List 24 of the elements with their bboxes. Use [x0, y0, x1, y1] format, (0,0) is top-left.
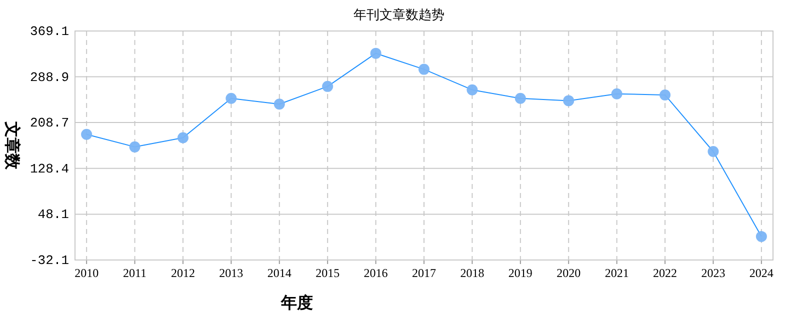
x-tick-label: 2019: [508, 266, 532, 280]
x-tick-label: 2016: [364, 266, 388, 280]
y-tick-label: -32.1: [30, 253, 70, 268]
x-tick-label: 2013: [219, 266, 244, 280]
y-tick-label: 288.9: [30, 70, 69, 85]
x-tick-label: 2020: [556, 266, 581, 280]
y-tick-label: 128.4: [30, 161, 70, 176]
x-tick-label: 2023: [701, 266, 726, 280]
y-axis-title: 文章数: [3, 120, 21, 170]
x-tick-label: 2011: [122, 266, 147, 280]
x-axis-title: 年度: [280, 293, 313, 312]
x-tick-label: 2021: [604, 266, 629, 280]
x-tick-label: 2015: [316, 266, 340, 280]
x-tick-label: 2012: [170, 266, 195, 280]
y-tick-label: 369.1: [30, 24, 70, 39]
chart-title: 年刊文章数趋势: [354, 7, 444, 22]
x-tick-label: 2024: [749, 266, 774, 280]
y-tick-label: 48.1: [38, 207, 70, 222]
x-tick-label: 2022: [653, 266, 678, 280]
x-tick-label: 2014: [267, 266, 292, 280]
x-tick-label: 2018: [460, 266, 484, 280]
x-tick-label: 2017: [412, 266, 436, 280]
y-tick-label: 208.7: [30, 116, 69, 131]
x-tick-label: 2010: [74, 266, 99, 280]
